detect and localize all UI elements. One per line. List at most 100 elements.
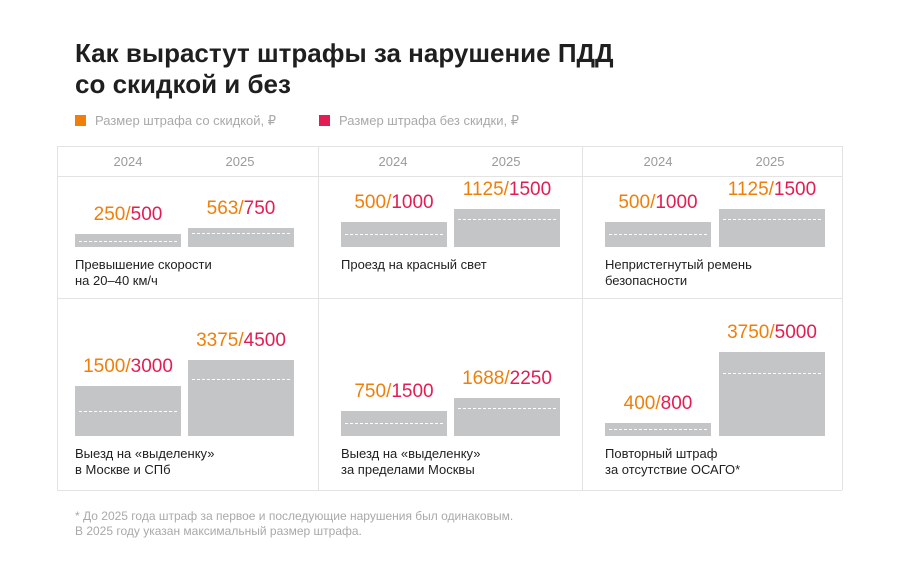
caption-line: Выезд на «выделенку» [341, 446, 481, 461]
caption-line: в Москве и СПб [75, 462, 171, 477]
value-label-1-2025: 563/750 [188, 198, 294, 220]
caption-line: за отсутствие ОСАГО* [605, 462, 741, 477]
full-value: 800 [660, 392, 693, 414]
caption-line: Непристегнутый ремень [605, 257, 752, 272]
discount-marker-5-2024 [345, 423, 443, 424]
footnote: * До 2025 года штраф за первое и последу… [75, 509, 513, 539]
value-separator: / [503, 179, 509, 200]
discount-value: 3750 [727, 322, 770, 343]
year-header-2025: 2025 [755, 154, 785, 169]
value-label-2-2025: 1125/1500 [454, 179, 560, 201]
title-line-2: со скидкой и без [75, 69, 291, 99]
caption-line: Повторный штраф [605, 446, 718, 461]
legend-swatch-discount [75, 115, 86, 126]
panel-caption-1: Превышение скорости на 20–40 км/ч [75, 257, 295, 289]
caption-line: безопасности [605, 273, 688, 288]
caption-line: Превышение скорости [75, 257, 212, 272]
value-separator: / [386, 380, 392, 402]
bar-3-2025 [719, 209, 825, 247]
bar-4-2024 [75, 385, 181, 436]
discount-marker-6-2025 [723, 373, 821, 374]
page-title: Как вырастут штрафы за нарушение ПДД со … [75, 38, 775, 100]
full-value: 2250 [509, 368, 552, 390]
year-header-2025: 2025 [491, 154, 521, 169]
panel-caption-3: Непристегнутый ремень безопасности [605, 257, 825, 289]
value-label-3-2024: 500/1000 [605, 192, 711, 214]
bar-4-2025 [188, 360, 294, 436]
discount-value: 250 [93, 204, 126, 226]
value-label-6-2024: 400/800 [605, 393, 711, 415]
bar-6-2025 [719, 352, 825, 436]
discount-value: 3375 [196, 330, 239, 352]
discount-marker-3-2025 [723, 219, 821, 220]
full-value: 5000 [774, 322, 817, 343]
discount-marker-6-2024 [609, 429, 707, 430]
panel-caption-4: Выезд на «выделенку» в Москве и СПб [75, 446, 295, 478]
value-separator: / [125, 204, 131, 226]
discount-value: 1125 [462, 179, 504, 200]
value-separator: / [768, 179, 774, 200]
caption-line: за пределами Москвы [341, 462, 475, 477]
year-header-2024: 2024 [113, 154, 143, 169]
discount-value: 500 [354, 191, 387, 213]
full-value: 3000 [130, 355, 173, 377]
full-value: 500 [130, 204, 163, 226]
legend-swatch-full [319, 115, 330, 126]
discount-marker-3-2024 [609, 234, 707, 235]
discount-value: 500 [618, 191, 651, 213]
value-label-3-2025: 1125/1500 [719, 179, 825, 201]
caption-line: на 20–40 км/ч [75, 273, 158, 288]
bar-1-2025 [188, 228, 294, 247]
year-header-2024: 2024 [643, 154, 673, 169]
footnote-line-2: В 2025 году указан максимальный размер ш… [75, 524, 362, 538]
year-header-2025: 2025 [225, 154, 255, 169]
value-label-2-2024: 500/1000 [341, 192, 447, 214]
value-label-5-2024: 750/1500 [341, 381, 447, 403]
value-label-4-2024: 1500/3000 [75, 356, 181, 378]
panel-caption-5: Выезд на «выделенку» за пределами Москвы [341, 446, 561, 478]
discount-marker-1-2025 [192, 233, 290, 234]
full-value: 750 [243, 198, 276, 219]
caption-line: Выезд на «выделенку» [75, 446, 215, 461]
value-separator: / [769, 322, 775, 343]
value-separator: / [238, 198, 244, 219]
value-separator: / [386, 191, 392, 213]
full-value: 4500 [243, 330, 286, 352]
year-header-2024: 2024 [378, 154, 408, 169]
bar-5-2025 [454, 398, 560, 436]
discount-value: 750 [354, 380, 387, 402]
legend-label-full: Размер штрафа без скидки, ₽ [339, 113, 519, 128]
value-separator: / [238, 330, 244, 352]
discount-marker-4-2024 [79, 411, 177, 412]
discount-marker-1-2024 [79, 241, 177, 242]
legend-label-discount: Размер штрафа со скидкой, ₽ [95, 113, 277, 128]
discount-value: 563 [206, 198, 239, 219]
panel-caption-6: Повторный штраф за отсутствие ОСАГО* [605, 446, 825, 478]
discount-value: 1125 [727, 179, 769, 200]
full-value: 1000 [655, 191, 698, 213]
full-value: 1500 [508, 179, 552, 200]
discount-marker-2-2025 [458, 219, 556, 220]
panel-caption-2: Проезд на красный свет [341, 257, 561, 273]
value-separator: / [504, 368, 510, 390]
discount-value: 400 [623, 392, 656, 414]
discount-value: 1500 [83, 355, 126, 377]
full-value: 1500 [391, 380, 434, 402]
bar-1-2024 [75, 234, 181, 247]
value-separator: / [655, 392, 661, 414]
discount-value: 1688 [462, 368, 505, 390]
full-value: 1500 [773, 179, 817, 200]
value-separator: / [125, 355, 131, 377]
discount-marker-2-2024 [345, 234, 443, 235]
value-label-1-2024: 250/500 [75, 204, 181, 226]
value-label-4-2025: 3375/4500 [188, 330, 294, 352]
bar-2-2025 [454, 209, 560, 247]
discount-marker-5-2025 [458, 408, 556, 409]
discount-marker-4-2025 [192, 379, 290, 380]
value-label-6-2025: 3750/5000 [719, 322, 825, 344]
footnote-line-1: * До 2025 года штраф за первое и последу… [75, 509, 514, 523]
value-label-5-2025: 1688/2250 [454, 368, 560, 390]
full-value: 1000 [391, 191, 434, 213]
title-line-1: Как вырастут штрафы за нарушение ПДД [75, 38, 614, 68]
